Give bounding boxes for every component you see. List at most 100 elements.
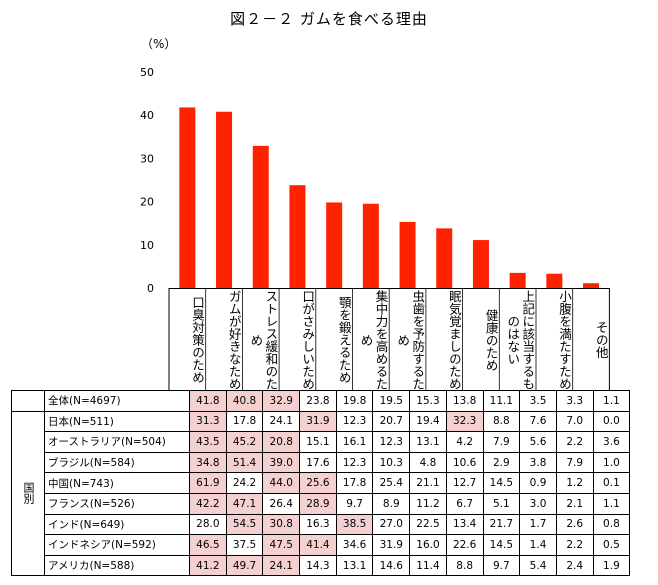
table-cell: 5.6: [519, 431, 557, 453]
table-cell: 54.5: [225, 513, 264, 536]
data-table: 全体(N=4697) 41.8 40.8 32.9 23.8 19.8 19.5 15.3 13…: [11, 390, 631, 577]
table-cell: 0.1: [592, 472, 631, 494]
bar: [546, 273, 563, 288]
table-cell: 12.3: [335, 451, 374, 474]
row-label: インド(N=649): [44, 513, 190, 536]
category-label: ガムが好きなため: [226, 290, 242, 390]
table-cell: 7.0: [555, 410, 594, 433]
table-cell: 19.8: [335, 390, 374, 412]
row-label: ブラジル(N=584): [44, 451, 190, 474]
table-row: 国別 日本(N=511) 31.3 17.8 24.1 31.9 12.3 20.7 19.4 3…: [11, 410, 631, 577]
table-cell: 39.0: [262, 451, 301, 474]
row-label: フランス(N=526): [44, 492, 190, 515]
table-row: フランス(N=526) 42.2 47.1 26.4 28.9 9.7 8.9 11.2 6.7…: [12, 492, 631, 515]
table-cell: 16.1: [335, 431, 374, 453]
category-label: 顎を鍛えるため: [336, 296, 352, 384]
row-label: 日本(N=511): [44, 410, 190, 433]
table-cell: 13.8: [445, 390, 484, 412]
y-tick-label: 20: [140, 196, 154, 209]
table-cell: 1.1: [592, 390, 631, 412]
table-cell: 47.1: [225, 492, 264, 515]
bar: [216, 111, 233, 288]
y-tick-label: 30: [140, 152, 154, 165]
table-cell: 0.9: [519, 472, 557, 494]
category-label: 集中力を高めるため: [358, 290, 389, 390]
table-cell: 25.6: [299, 472, 337, 494]
table-cell: 31.9: [372, 534, 411, 556]
category-label: 口臭対策のため: [190, 296, 205, 384]
table-cell: 7.9: [482, 431, 521, 453]
table-cell: 37.5: [225, 534, 264, 556]
table-cell: 12.3: [372, 431, 411, 453]
table-cell: 2.2: [555, 534, 594, 556]
table-cell: 31.9: [299, 410, 337, 433]
row-label: オーストラリア(N=504): [44, 431, 190, 453]
table-cell: 7.9: [555, 451, 594, 474]
bar: [583, 283, 600, 288]
table-cell: 9.7: [335, 492, 374, 515]
table-row: 中国(N=743) 61.9 24.2 44.0 25.6 17.8 25.4 21.1 12.…: [12, 472, 631, 494]
table-cell: 23.8: [299, 390, 337, 412]
bar: [289, 185, 306, 288]
category-label: 上記に該当するものはない: [505, 290, 536, 390]
table-cell: 2.6: [555, 513, 594, 536]
table-cell: 45.2: [225, 431, 264, 453]
table-cell: 16.3: [299, 513, 337, 536]
chart-title: 図２－２ ガムを食べる理由: [230, 10, 428, 28]
table-cell: 1.1: [592, 492, 631, 515]
table-cell: 6.7: [445, 492, 484, 515]
row-label: アメリカ(N=588): [44, 554, 190, 577]
bar: [509, 272, 526, 288]
table-cell: 2.4: [555, 554, 594, 577]
table-cell: 30.8: [262, 513, 301, 536]
table-cell: 44.0: [262, 472, 301, 494]
table-cell: 1.7: [519, 513, 557, 536]
bar: [472, 240, 489, 288]
table-cell: 11.2: [409, 492, 447, 515]
table-cell: 14.3: [299, 554, 337, 577]
table-cell: 3.6: [592, 431, 631, 453]
table-cell: 20.8: [262, 431, 301, 453]
table-cell: 5.1: [482, 492, 521, 515]
bar: [399, 221, 416, 288]
row-label: インドネシア(N=592): [44, 534, 190, 556]
table-cell: 32.3: [445, 410, 484, 433]
category-label: 小腹を満たすため: [557, 290, 572, 390]
table-cell: 40.8: [225, 390, 264, 412]
table-row: アメリカ(N=588) 41.2 49.7 24.1 14.3 13.1 14.6 11.4 8…: [12, 554, 631, 577]
table-cell: 15.1: [299, 431, 337, 453]
table-cell: 14.5: [482, 534, 521, 556]
table-row: インド(N=649) 28.0 54.5 30.8 16.3 38.5 27.0 22.5 13…: [12, 513, 631, 536]
table-cell: 19.5: [372, 390, 411, 412]
category-label: 虫歯を予防するため: [395, 290, 426, 390]
bar: [326, 202, 343, 288]
table-cell: 11.4: [409, 554, 447, 577]
table-cell: 38.5: [335, 513, 374, 536]
category-label: 口がさみしいため: [300, 290, 316, 390]
table-cell: 15.3: [409, 390, 447, 412]
table-cell: 21.1: [409, 472, 447, 494]
bar: [362, 203, 379, 288]
table-cell: 12.7: [445, 472, 484, 494]
table-cell: 11.1: [482, 390, 521, 412]
table-row: オーストラリア(N=504) 43.5 45.2 20.8 15.1 16.1 12.3 13…: [12, 431, 631, 453]
table-cell: 20.7: [372, 410, 411, 433]
table-cell: 0.0: [592, 410, 631, 433]
table-cell: 41.4: [299, 534, 337, 556]
table-cell: 8.8: [445, 554, 484, 577]
table-cell: 26.4: [262, 492, 301, 515]
table-cell: 7.6: [519, 410, 557, 433]
y-tick-label: 0: [147, 282, 154, 295]
table-cell: 31.3: [189, 410, 227, 433]
table-cell: 3.0: [519, 492, 557, 515]
y-tick-label: 50: [140, 66, 154, 79]
table-cell: 47.5: [262, 534, 301, 556]
y-axis-unit-label: （%）: [141, 37, 177, 51]
table-cell: 24.1: [262, 554, 301, 577]
table-cell: 19.4: [409, 410, 447, 433]
table-cell: 3.8: [519, 451, 557, 474]
category-label: 健康のため: [483, 308, 499, 372]
table-cell: 0.5: [592, 534, 631, 556]
table-cell: 61.9: [189, 472, 227, 494]
category-label: その他: [593, 321, 609, 359]
